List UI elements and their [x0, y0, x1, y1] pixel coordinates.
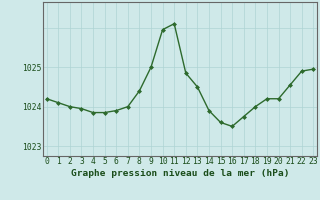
X-axis label: Graphe pression niveau de la mer (hPa): Graphe pression niveau de la mer (hPa)	[71, 169, 289, 178]
